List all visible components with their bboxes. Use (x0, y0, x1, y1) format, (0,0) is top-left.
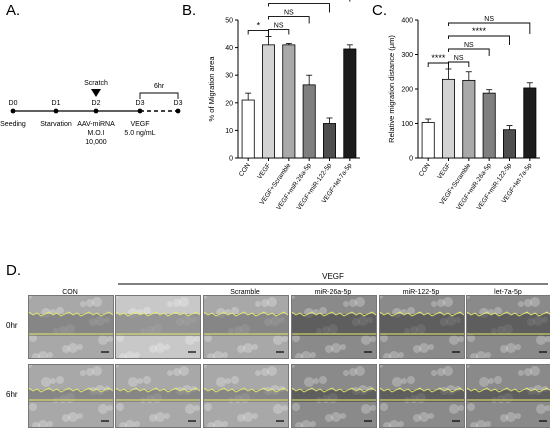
area-y-tick-label: 30 (225, 73, 233, 80)
scratch-micrograph (379, 295, 465, 359)
distance-bar-4 (502, 129, 516, 159)
scratch-micrograph (115, 295, 201, 359)
day-label-d3b: D3 (174, 100, 183, 107)
distance-bar-2 (462, 79, 476, 159)
scratch-micrograph (203, 364, 289, 428)
micrograph-column-label: miR-26a-5p (315, 289, 352, 296)
scratch-micrograph (115, 364, 201, 428)
distance-sig-bracket (448, 22, 531, 34)
area-bar-3 (302, 84, 316, 159)
micrograph-row-label: 0hr (6, 321, 18, 330)
distance-x-tick-label: VEGF (436, 162, 452, 181)
distance-sig-label: NS (454, 55, 464, 62)
vegf-group-label: VEGF (322, 272, 344, 281)
distance-bar-3 (482, 92, 496, 159)
micrograph-column-label: let-7a-5p (494, 289, 522, 296)
distance-y-axis-label: Relative migration distance (μm) (387, 35, 396, 143)
distance-y-tick-label: 300 (401, 52, 413, 59)
area-sig-label: * (257, 21, 261, 31)
distance-bar-1 (442, 78, 456, 159)
scratch-micrograph (28, 295, 114, 359)
interval-bracket (139, 92, 179, 99)
panel-c-label: C. (372, 2, 387, 19)
event-vegf: VEGF (130, 121, 149, 128)
event-starvation: Starvation (40, 121, 72, 128)
area-sig-bracket (247, 30, 269, 37)
interval-label: 6hr (154, 83, 165, 90)
area-sig-bracket (349, 0, 351, 2)
micrograph-headers: VEGF CON Scramble miR-26a-5p miR-122-5p let-7… (62, 272, 548, 296)
timeline-diagram: Scratch 6hr D0 D1 D2 D3 D3 Seeding Starv… (0, 80, 183, 146)
scratch-arrow-icon (91, 89, 101, 97)
distance-sig-bracket (448, 35, 510, 45)
distance-y-tick-label: 400 (401, 18, 413, 25)
area-x-tick-label: CON (238, 162, 252, 178)
timeline-dot-d2 (93, 108, 99, 114)
migration-distance-chart: 0 100 200 300 400 Relative migration distance… (387, 16, 540, 212)
area-sig-bracket (268, 3, 330, 13)
day-label-d3a: D3 (136, 100, 145, 107)
event-moi-value: 10,000 (85, 139, 107, 146)
area-sig-label: * (297, 0, 301, 4)
distance-x-tick-label: CON (418, 162, 432, 178)
timeline-dot-d0 (10, 108, 16, 114)
distance-bar-5 (523, 87, 537, 159)
day-label-d1: D1 (52, 100, 61, 107)
area-y-axis-label: % of Migration area (207, 56, 216, 122)
panel-d-label: D. (6, 262, 21, 279)
area-bar-5 (343, 48, 357, 159)
area-y-tick-label: 0 (229, 156, 233, 163)
distance-sig-bracket (427, 62, 449, 69)
area-y-tick-label: 50 (225, 18, 233, 25)
timeline-dot-d3b (175, 108, 181, 114)
distance-sig-label: NS (464, 42, 474, 49)
scratch-micrograph (466, 364, 550, 428)
area-y-tick-label: 20 (225, 100, 233, 107)
event-aav: AAV-miRNA (77, 121, 115, 128)
area-sig-label: NS (284, 10, 294, 17)
area-bar-0 (241, 99, 255, 159)
area-bar-1 (262, 44, 276, 159)
scratch-micrograph (203, 295, 289, 359)
panel-b-label: B. (182, 2, 197, 19)
area-bar-4 (322, 123, 336, 159)
scratch-micrograph (379, 364, 465, 428)
day-label-d2: D2 (92, 100, 101, 107)
day-label-d0: D0 (9, 100, 18, 107)
scratch-micrograph (291, 364, 377, 428)
distance-sig-bracket (448, 48, 490, 56)
distance-sig-label: NS (484, 16, 494, 23)
area-bar-2 (282, 44, 296, 159)
micrograph-row-label: 6hr (6, 390, 18, 399)
event-vegf-dose: 5.0 ng/mL (124, 130, 155, 137)
panel-a-label: A. (6, 2, 21, 19)
timeline-dot-d3a (137, 108, 143, 114)
area-sig-label: NS (274, 23, 284, 30)
scratch-micrograph (291, 295, 377, 359)
timeline-dot-d1 (53, 108, 59, 114)
distance-bar-0 (421, 122, 435, 159)
distance-y-tick-label: 100 (401, 121, 413, 128)
micrograph-column-label: Scramble (230, 289, 260, 296)
distance-sig-label: **** (431, 53, 446, 63)
area-sig-bracket (268, 29, 290, 35)
distance-sig-bracket (448, 61, 470, 67)
scratch-micrograph (28, 364, 114, 428)
distance-sig-label: **** (472, 26, 487, 36)
area-x-tick-label: VEGF (256, 162, 272, 181)
scratch-label: Scratch (84, 80, 108, 87)
area-y-tick-label: 10 (225, 128, 233, 135)
distance-y-tick-label: 0 (409, 156, 413, 163)
scratch-micrograph (466, 295, 550, 359)
event-seeding: Seeding (0, 121, 26, 128)
micrograph-column-label: CON (62, 289, 78, 296)
area-sig-bracket (268, 16, 310, 24)
distance-y-tick-label: 200 (401, 87, 413, 94)
event-moi: M.O.I (87, 130, 104, 137)
area-y-tick-label: 40 (225, 45, 233, 52)
micrograph-column-label: miR-122-5p (403, 289, 440, 296)
